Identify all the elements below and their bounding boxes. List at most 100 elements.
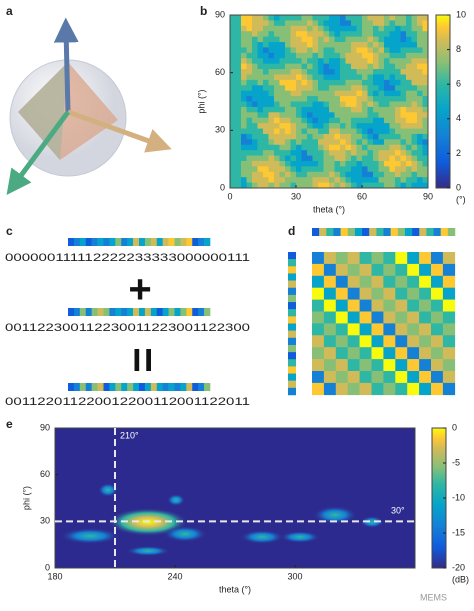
heatmap-cell <box>373 58 379 65</box>
heatmap-cell <box>345 155 352 162</box>
heatmap-cell <box>384 171 390 178</box>
heatmap-cell <box>384 133 390 140</box>
heatmap-blob <box>280 531 320 543</box>
heatmap-cell <box>279 63 286 70</box>
code-bar-segment <box>85 383 92 391</box>
checker-cell <box>395 287 408 300</box>
heatmap-cell <box>373 74 379 81</box>
heatmap-cell <box>345 101 352 108</box>
heatmap-cell <box>241 139 247 146</box>
heatmap-cell <box>351 144 357 151</box>
colorbar-tick-label: -15 <box>452 527 465 537</box>
heatmap-cell <box>329 133 335 140</box>
heatmap-cell <box>411 96 418 102</box>
heatmap-cell <box>356 52 363 59</box>
heatmap-cell <box>296 117 302 124</box>
heatmap-cell <box>384 182 390 189</box>
heatmap-cell <box>241 79 247 86</box>
checker-cell <box>407 347 420 360</box>
heatmap-cell <box>285 74 291 81</box>
heatmap-blob <box>163 526 207 542</box>
heatmap-cell <box>241 31 247 38</box>
checker-cell <box>383 347 396 360</box>
heatmap-cell <box>318 160 324 167</box>
checker-cell <box>442 299 456 312</box>
heatmap-cell <box>285 42 291 48</box>
heatmap-cell <box>307 166 313 173</box>
heatmap-cell <box>340 42 346 48</box>
heatmap-cell <box>345 63 352 70</box>
checker-cell <box>419 299 432 312</box>
heatmap-cell <box>329 177 335 183</box>
heatmap-cell <box>384 20 390 27</box>
checker-cell <box>335 275 348 288</box>
heatmap-cell <box>307 25 313 32</box>
heatmap-cell <box>268 47 275 54</box>
heatmap-cell <box>389 144 396 151</box>
heatmap-cell <box>406 79 412 86</box>
heatmap-cell <box>279 144 286 151</box>
heatmap-cell <box>230 112 236 119</box>
heatmap-cell <box>356 69 363 75</box>
heatmap-cell <box>263 123 269 129</box>
heatmap-cell <box>285 31 291 38</box>
heatmap-cell <box>279 36 286 43</box>
heatmap-cell <box>318 42 324 48</box>
heatmap-cell <box>246 117 253 124</box>
code-bar-segment <box>440 228 449 236</box>
x-tick-label: 0 <box>227 191 232 201</box>
heatmap-cell <box>411 123 418 129</box>
heatmap-cell <box>356 166 363 173</box>
heatmap-cell <box>334 31 341 38</box>
heatmap-cell <box>356 139 363 146</box>
heatmap-cell <box>279 182 286 189</box>
heatmap-cell <box>378 85 385 92</box>
heatmap-cell <box>384 25 390 32</box>
heatmap-cell <box>296 112 302 119</box>
y-tick-label: 60 <box>215 67 225 77</box>
heatmap-cell <box>257 117 264 124</box>
heatmap-cell <box>395 85 401 92</box>
heatmap-cell <box>411 63 418 70</box>
checker-cell <box>335 299 348 312</box>
code-bar-segment <box>390 228 399 236</box>
heatmap-cell <box>389 31 396 38</box>
heatmap-cell <box>318 69 324 75</box>
heatmap-cell <box>279 85 286 92</box>
heatmap-cell <box>373 79 379 86</box>
heatmap-cell <box>422 47 429 54</box>
checker-cell <box>407 311 420 324</box>
code-bar-segment <box>404 228 413 236</box>
heatmap-cell <box>356 123 363 129</box>
checker-cell <box>407 287 420 300</box>
heatmap-cell <box>285 58 291 65</box>
checker-cell <box>371 299 384 312</box>
heatmap-cell <box>252 177 258 183</box>
heatmap-cell <box>307 42 313 48</box>
checker-cell <box>442 311 456 324</box>
heatmap-cell <box>389 182 396 189</box>
heatmap-cell <box>246 133 253 140</box>
heatmap-cell <box>378 128 385 135</box>
heatmap-cell <box>351 47 357 54</box>
checker-cell <box>347 287 360 300</box>
heatmap-cell <box>384 166 390 173</box>
heatmap-cell <box>307 155 313 162</box>
heatmap-cell <box>334 20 341 27</box>
heatmap-cell <box>356 171 363 178</box>
checker-cell <box>442 347 456 360</box>
heatmap-cell <box>301 133 308 140</box>
code-bar-segment <box>426 228 434 236</box>
heatmap-cell <box>367 42 374 48</box>
heatmap-cell <box>323 144 330 151</box>
heatmap-cell <box>301 79 308 86</box>
heatmap-cell <box>323 85 330 92</box>
heatmap-cell <box>367 112 374 119</box>
heatmap-cell <box>356 96 363 102</box>
heatmap-cell <box>307 79 313 86</box>
checker-cell <box>419 323 432 336</box>
heatmap-cell <box>252 85 258 92</box>
heatmap-cell <box>246 139 253 146</box>
heatmap-cell <box>406 128 412 135</box>
heatmap-cell <box>334 85 341 92</box>
